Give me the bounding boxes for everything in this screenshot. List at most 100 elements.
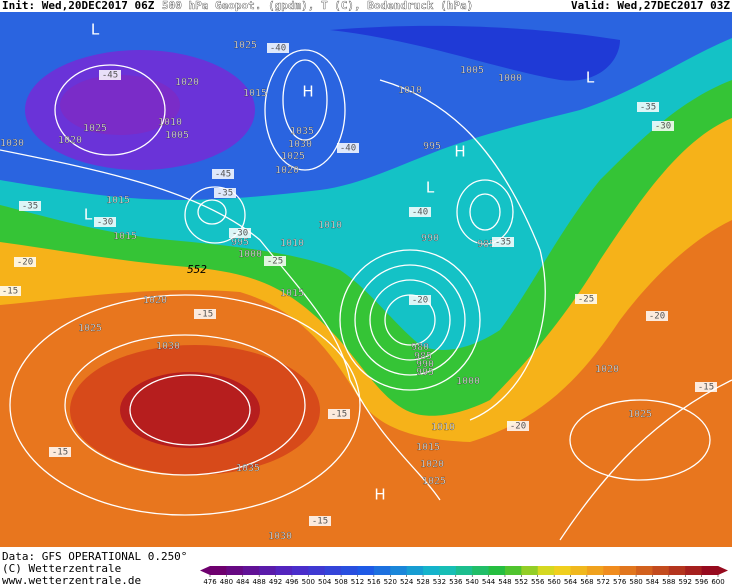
- isobar-label: 990: [421, 233, 439, 244]
- dark-red-core: [120, 372, 260, 448]
- temperature-label: -30: [232, 229, 248, 239]
- blue-core: [330, 25, 620, 81]
- temperature-label: -35: [495, 238, 511, 248]
- colorbar-segment: [472, 566, 490, 575]
- map-labels: LHLHLLH102510201015101010051025102010301…: [0, 21, 717, 542]
- colorbar-tick-label: 520: [384, 578, 397, 586]
- temperature-box: [264, 256, 286, 266]
- colorbar-arrow: [718, 566, 728, 575]
- isobar-label: 1000: [498, 73, 522, 84]
- colorbar-segment: [619, 566, 637, 575]
- colorbar-tick-label: 592: [679, 578, 692, 586]
- temperature-label: -35: [640, 103, 656, 113]
- copyright: (C) Wetterzentrale: [2, 562, 121, 575]
- isobar-label: 1010: [158, 117, 182, 128]
- colorbar-tick-label: 564: [564, 578, 578, 586]
- temperature-label: -30: [97, 218, 113, 228]
- colorbar-tick-label: 572: [597, 578, 610, 586]
- temperature-box: [212, 169, 234, 179]
- colorbar-tick-label: 476: [203, 578, 217, 586]
- colorbar-tick-label: 496: [285, 578, 299, 586]
- temperature-label: -15: [52, 448, 68, 458]
- isobar-label: 995: [231, 237, 249, 248]
- colorbar-segment: [586, 566, 604, 575]
- colorbar-tick-label: 552: [515, 578, 528, 586]
- colorbar-tick-label: 544: [482, 578, 496, 586]
- temperature-label: -40: [340, 144, 356, 154]
- isobar-label: 1025: [78, 323, 102, 334]
- colorbar-segment: [373, 566, 391, 575]
- map-title: 500 hPa Geopot. (gpdm), T (C), Bodendruc…: [162, 0, 473, 12]
- height-label: 552: [187, 263, 207, 276]
- temperature-box: [409, 295, 431, 305]
- isobar-label: 1030: [0, 138, 24, 149]
- isobar-label: 1030: [156, 341, 180, 352]
- temperature-box: [99, 70, 121, 80]
- isobar-label: 995: [423, 141, 441, 152]
- colorbar-tick-label: 556: [531, 578, 545, 586]
- isobar-label: 985: [414, 351, 432, 362]
- colorbar-segment: [259, 566, 277, 575]
- colorbar-segment: [291, 566, 309, 575]
- isobar-label: 1000: [456, 376, 480, 387]
- colorbar-segment: [636, 566, 653, 575]
- isobar-label: 1025: [281, 151, 305, 162]
- temperature-label: -20: [17, 258, 33, 268]
- colorbar-segment: [390, 566, 408, 575]
- pressure-center: H: [374, 486, 385, 504]
- temperature-box: [214, 188, 236, 198]
- colorbar-tick-label: 480: [220, 578, 233, 586]
- pressure-center: L: [586, 69, 595, 87]
- temperature-label: -30: [655, 122, 671, 132]
- data-source: Data: GFS OPERATIONAL 0.250°: [2, 550, 187, 563]
- colorbar-segment: [504, 566, 522, 575]
- colorbar-tick-label: 516: [367, 578, 381, 586]
- temperature-box: [229, 228, 251, 238]
- isobar-label: 1030: [288, 139, 312, 150]
- temperature-box: [309, 516, 331, 526]
- colorbar-tick-label: 484: [236, 578, 250, 586]
- temperature-label: -35: [22, 202, 38, 212]
- temperature-box: [0, 286, 21, 296]
- isobar-label: 1035: [290, 126, 314, 137]
- colorbar-tick-label: 568: [580, 578, 593, 586]
- colorbar-segment: [488, 566, 506, 575]
- temperature-label: -20: [510, 422, 526, 432]
- colorbar-tick-label: 508: [334, 578, 347, 586]
- colorbar-segment: [308, 566, 326, 575]
- pressure-center: L: [426, 179, 435, 197]
- temperature-box: [194, 309, 216, 319]
- isobar-label: 1020: [420, 459, 444, 470]
- colorbar-tick-label: 600: [711, 578, 724, 586]
- colorbar-tick-label: 584: [646, 578, 660, 586]
- temperature-label: -15: [698, 383, 714, 393]
- temperature-label: -25: [578, 295, 594, 305]
- isobar-label: 1010: [318, 220, 342, 231]
- colorbar-tick-label: 492: [269, 578, 282, 586]
- colorbar-tick-label: 504: [318, 578, 332, 586]
- temperature-label: -40: [270, 44, 286, 54]
- temperature-label: -20: [412, 296, 428, 306]
- colorbar-segment: [324, 566, 342, 575]
- map-area: [0, 12, 732, 547]
- colorbar-tick-label: 532: [433, 578, 446, 586]
- temperature-box: [337, 143, 359, 153]
- temperature-box: [575, 294, 597, 304]
- isobar-label: 1015: [243, 88, 267, 99]
- isobar-label: 1015: [280, 288, 304, 299]
- temperature-label: -25: [267, 257, 283, 267]
- colorbar-segment: [357, 566, 375, 575]
- isobars: [0, 49, 732, 541]
- colorbar: 476 480 484 488 492 496 500 504 508 512 516 520 524 5…: [200, 566, 728, 586]
- isobar-label: 1025: [233, 40, 257, 51]
- colorbar-tick-label: 500: [302, 578, 315, 586]
- temperature-box: [652, 121, 674, 131]
- colorbar-segment: [275, 566, 293, 575]
- isobar-label: 1020: [175, 77, 199, 88]
- colorbar-arrow: [200, 566, 210, 575]
- colorbar-segment: [226, 566, 244, 575]
- colorbar-tick-label: 540: [466, 578, 479, 586]
- colorbar-segment: [701, 566, 719, 575]
